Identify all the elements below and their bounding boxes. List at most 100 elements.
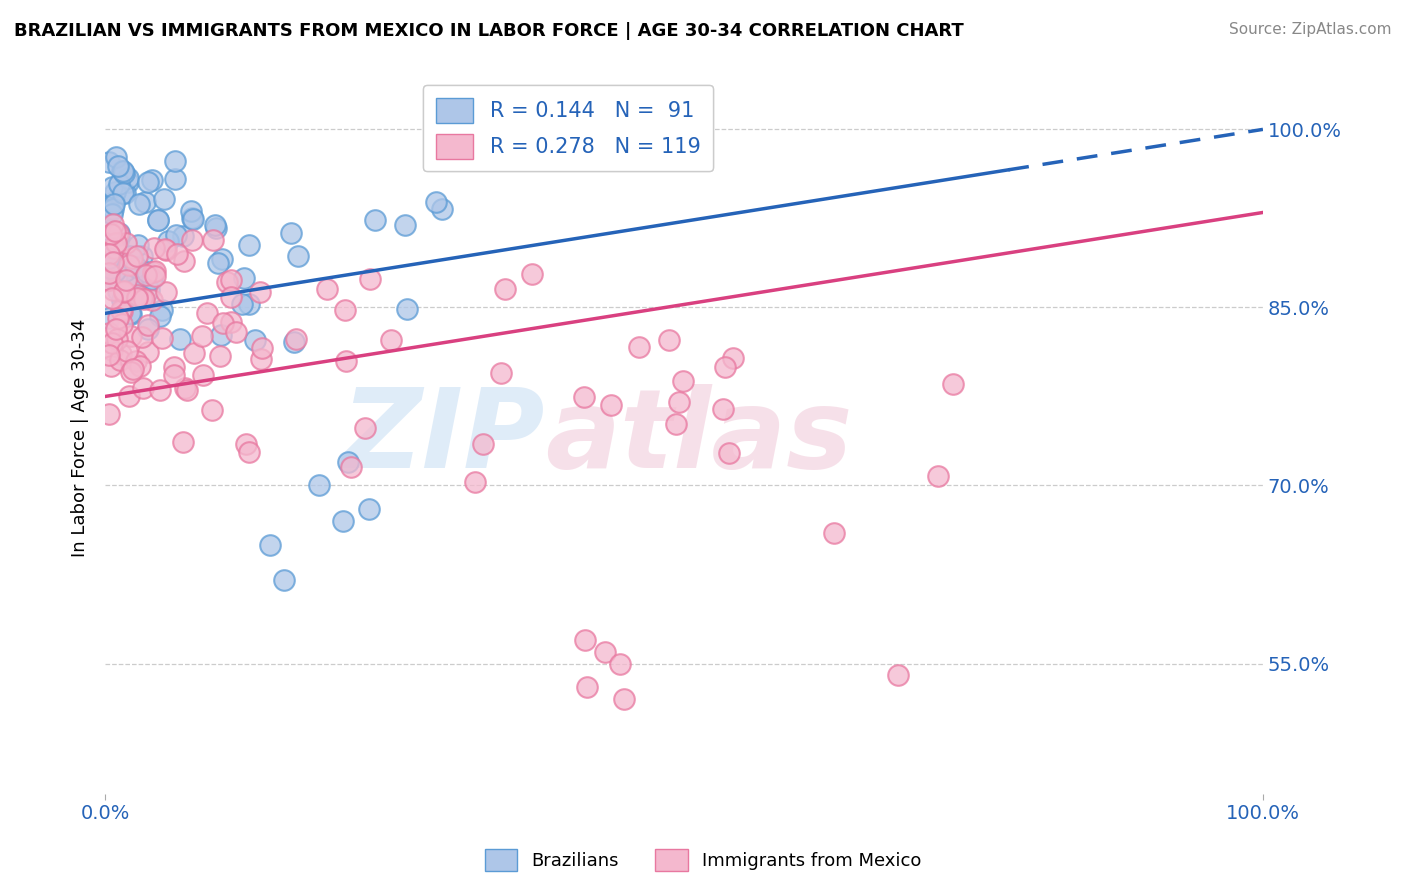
Point bbox=[111, 317, 134, 331]
Legend: Brazilians, Immigrants from Mexico: Brazilians, Immigrants from Mexico bbox=[478, 842, 928, 879]
Point bbox=[97, 266, 120, 280]
Point bbox=[150, 331, 173, 345]
Point bbox=[128, 197, 150, 211]
Point bbox=[176, 384, 198, 398]
Point bbox=[115, 273, 138, 287]
Point bbox=[107, 226, 129, 240]
Point bbox=[148, 383, 170, 397]
Point bbox=[717, 446, 740, 460]
Point bbox=[143, 264, 166, 278]
Point bbox=[125, 288, 148, 302]
Point bbox=[101, 255, 124, 269]
Text: Source: ZipAtlas.com: Source: ZipAtlas.com bbox=[1229, 22, 1392, 37]
Point bbox=[714, 359, 737, 374]
Point bbox=[208, 349, 231, 363]
Point bbox=[163, 154, 186, 169]
Point bbox=[136, 322, 159, 336]
Point bbox=[146, 212, 169, 227]
Point bbox=[120, 365, 142, 379]
Point bbox=[131, 291, 153, 305]
Point bbox=[212, 317, 235, 331]
Point bbox=[238, 237, 260, 252]
Point bbox=[494, 282, 516, 296]
Point bbox=[273, 574, 295, 588]
Point bbox=[183, 346, 205, 360]
Point bbox=[628, 340, 651, 354]
Point bbox=[97, 203, 120, 218]
Point bbox=[250, 341, 273, 355]
Point bbox=[181, 211, 204, 226]
Point bbox=[120, 329, 142, 343]
Point bbox=[104, 185, 127, 199]
Point bbox=[665, 417, 688, 431]
Point bbox=[593, 645, 616, 659]
Point bbox=[141, 272, 163, 286]
Point bbox=[103, 194, 125, 209]
Point bbox=[101, 336, 124, 351]
Point bbox=[204, 220, 226, 235]
Point bbox=[169, 333, 191, 347]
Point bbox=[181, 233, 204, 247]
Point bbox=[111, 164, 134, 178]
Point bbox=[142, 241, 165, 255]
Point bbox=[101, 207, 124, 221]
Point bbox=[120, 289, 142, 303]
Point bbox=[136, 318, 159, 332]
Point bbox=[131, 329, 153, 343]
Point bbox=[118, 258, 141, 272]
Point bbox=[243, 333, 266, 347]
Point bbox=[520, 267, 543, 281]
Point bbox=[118, 389, 141, 403]
Point bbox=[287, 249, 309, 263]
Point bbox=[613, 692, 636, 706]
Point bbox=[217, 276, 239, 290]
Point bbox=[308, 478, 330, 492]
Point bbox=[430, 202, 453, 216]
Point bbox=[357, 502, 380, 516]
Legend: R = 0.144   N =  91, R = 0.278   N = 119: R = 0.144 N = 91, R = 0.278 N = 119 bbox=[423, 86, 713, 171]
Point bbox=[233, 270, 256, 285]
Point bbox=[101, 291, 124, 305]
Point bbox=[127, 237, 149, 252]
Point bbox=[142, 265, 165, 279]
Point bbox=[101, 343, 124, 357]
Point bbox=[114, 278, 136, 293]
Point bbox=[464, 475, 486, 489]
Point bbox=[103, 241, 125, 255]
Point bbox=[572, 391, 595, 405]
Point bbox=[138, 345, 160, 359]
Point bbox=[153, 192, 176, 206]
Point bbox=[333, 302, 356, 317]
Point bbox=[132, 380, 155, 394]
Point bbox=[165, 227, 187, 242]
Point bbox=[98, 270, 121, 285]
Point bbox=[121, 361, 143, 376]
Point bbox=[195, 306, 218, 320]
Point bbox=[97, 311, 120, 326]
Point bbox=[134, 194, 156, 209]
Point bbox=[658, 333, 681, 347]
Point bbox=[204, 218, 226, 232]
Point bbox=[114, 264, 136, 278]
Point bbox=[97, 268, 120, 282]
Point bbox=[107, 284, 129, 298]
Point bbox=[135, 268, 157, 282]
Point bbox=[209, 327, 232, 342]
Point bbox=[118, 288, 141, 302]
Point bbox=[285, 333, 308, 347]
Point bbox=[111, 186, 134, 200]
Point bbox=[575, 680, 598, 694]
Point bbox=[155, 243, 177, 257]
Point bbox=[166, 247, 188, 261]
Point bbox=[337, 455, 360, 469]
Point bbox=[101, 218, 124, 232]
Point bbox=[942, 377, 965, 392]
Point bbox=[280, 226, 302, 240]
Point bbox=[181, 211, 204, 226]
Point bbox=[249, 285, 271, 300]
Point bbox=[107, 226, 129, 240]
Point bbox=[149, 309, 172, 323]
Point bbox=[110, 303, 132, 318]
Text: BRAZILIAN VS IMMIGRANTS FROM MEXICO IN LABOR FORCE | AGE 30-34 CORRELATION CHART: BRAZILIAN VS IMMIGRANTS FROM MEXICO IN L… bbox=[14, 22, 963, 40]
Point bbox=[927, 469, 949, 483]
